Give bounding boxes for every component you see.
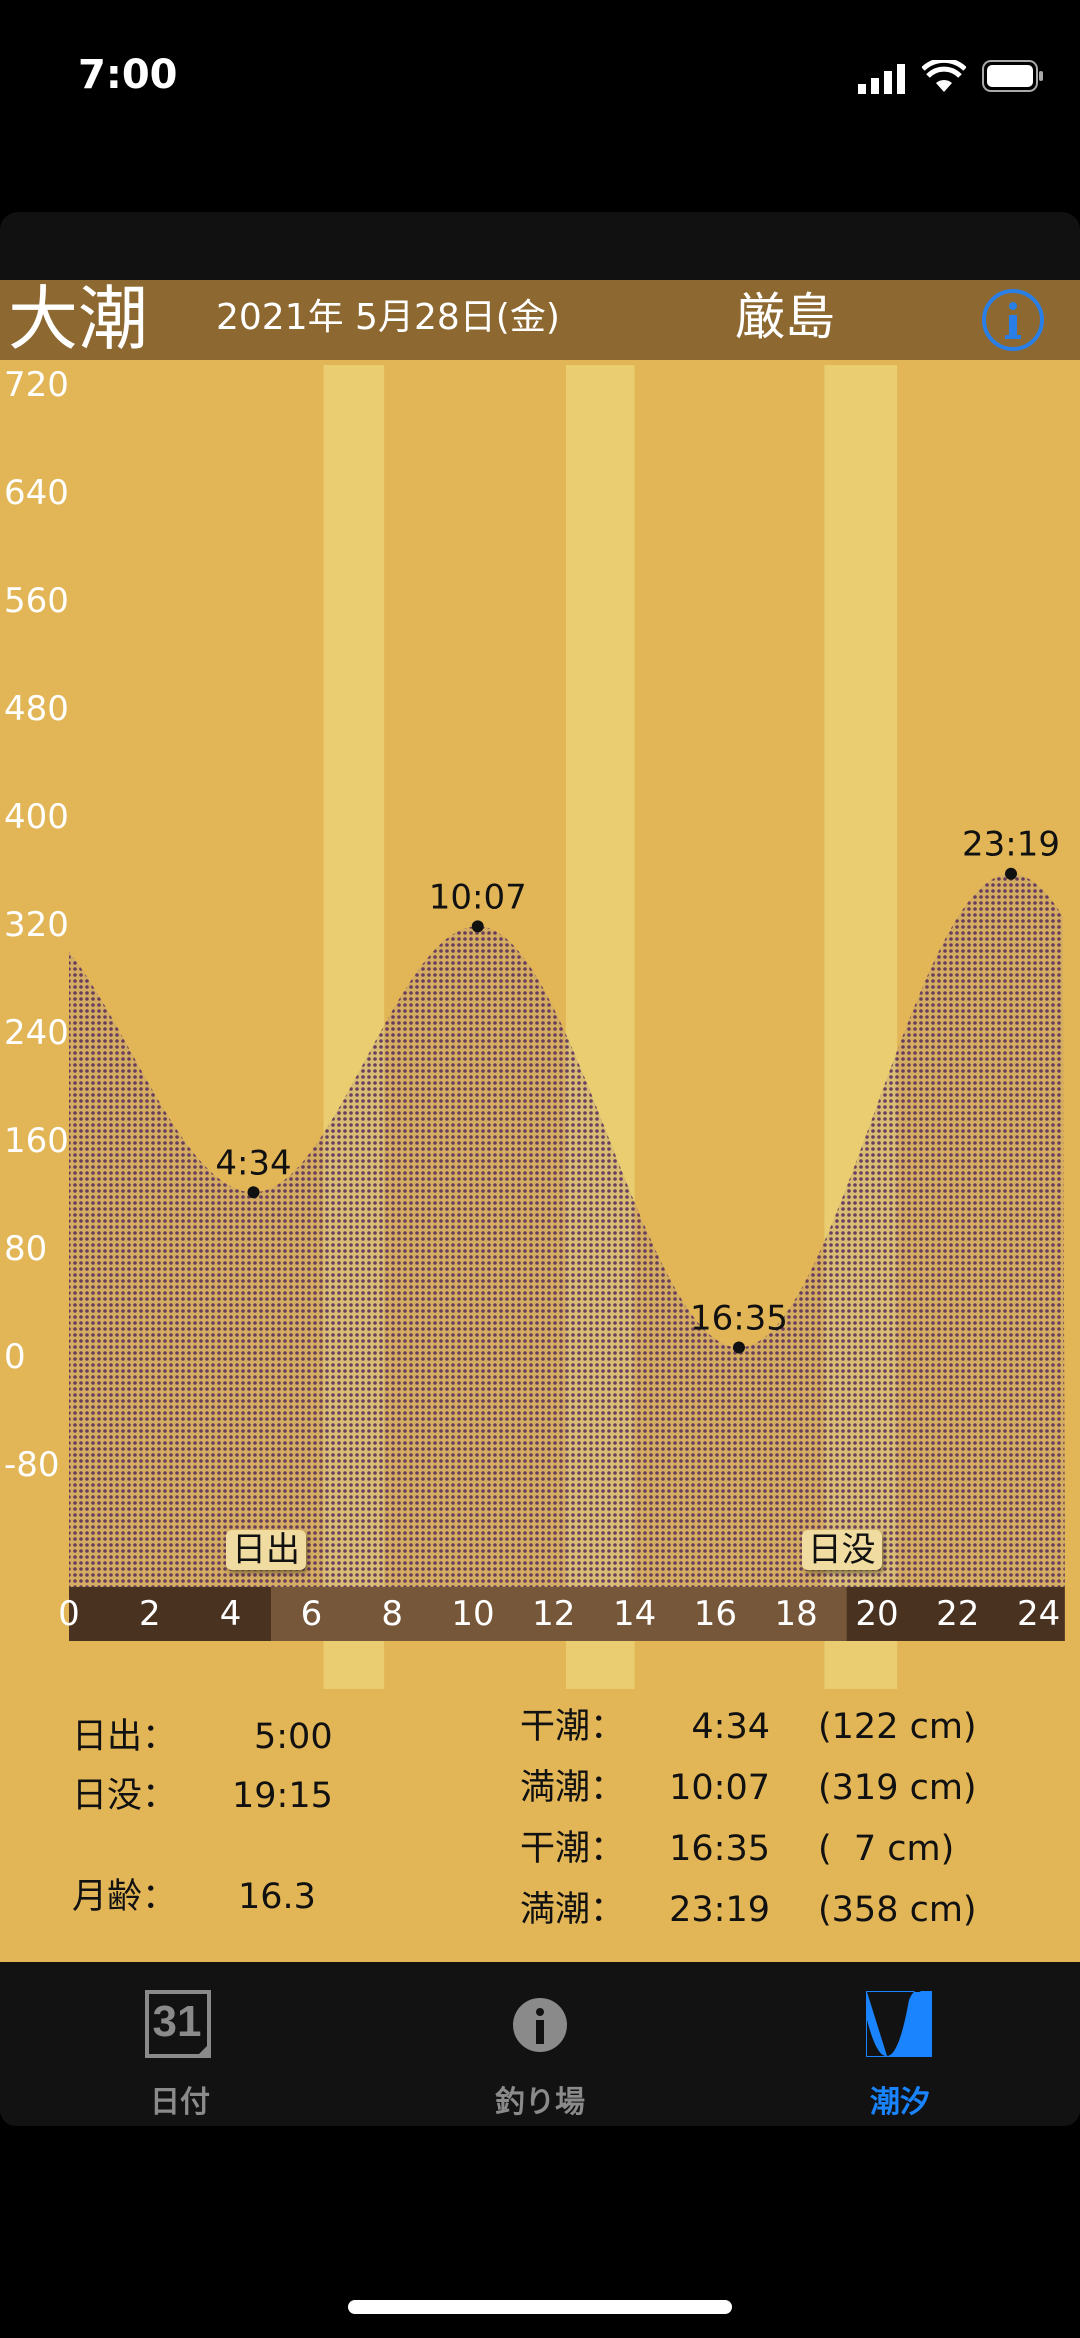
tab-tide-label: 潮汐 — [870, 2085, 930, 2120]
extreme-label: 23:19 — [962, 825, 1060, 865]
tide-type-label: 干潮： — [520, 1707, 626, 1747]
tab-tide[interactable]: 潮汐 — [800, 1990, 1000, 2121]
tide-wave-icon — [866, 1990, 932, 2057]
info-circle-icon[interactable] — [980, 287, 1046, 353]
location-label[interactable]: 厳島 — [735, 288, 835, 346]
tide-height: (122 cm) — [818, 1707, 977, 1747]
x-tick-label: 20 — [855, 1594, 899, 1634]
header-bar: 大潮 2021年 5月28日(金) 厳島 — [0, 280, 1080, 360]
sunrise-time: 5:00 — [254, 1717, 333, 1757]
tide-height: (358 cm) — [818, 1890, 977, 1930]
tide-type-label: 満潮： — [520, 1768, 626, 1808]
y-tick-label: 320 — [4, 905, 69, 945]
y-tick-label: 560 — [4, 581, 69, 621]
wifi-icon — [921, 57, 967, 94]
battery-icon — [982, 60, 1044, 92]
sunset-time: 19:15 — [232, 1776, 333, 1816]
y-tick-label: 640 — [4, 473, 69, 513]
tab-fishing-spot-label: 釣り場 — [495, 2085, 585, 2120]
x-tick-label: 4 — [219, 1594, 242, 1634]
tide-area — [69, 873, 1065, 1587]
axis-bar-day — [271, 1587, 847, 1641]
extreme-point — [1005, 867, 1018, 880]
home-indicator — [348, 2300, 732, 2314]
sunrise-label: 日出： — [72, 1717, 178, 1757]
y-tick-label: 80 — [4, 1229, 48, 1269]
y-tick-label: -80 — [4, 1445, 60, 1485]
y-tick-label: 160 — [4, 1121, 69, 1161]
y-tick-label: 400 — [4, 797, 69, 837]
extreme-label: 10:07 — [429, 877, 527, 917]
calendar-31-icon: 31 — [145, 1990, 211, 2058]
x-tick-label: 22 — [936, 1594, 980, 1634]
x-tick-label: 6 — [300, 1594, 323, 1634]
extreme-label: 4:34 — [215, 1143, 291, 1183]
sunset-marker: 日没 — [801, 1530, 882, 1570]
y-tick-label: 480 — [4, 689, 69, 729]
tab-date-label: 日付 — [150, 2085, 210, 2120]
x-tick-label: 18 — [774, 1594, 818, 1634]
tide-type-label: 満潮： — [520, 1890, 626, 1930]
tab-fishing-spot[interactable]: 釣り場 — [440, 1990, 640, 2121]
tide-time: 16:35 — [669, 1829, 770, 1869]
x-tick-label: 12 — [532, 1594, 576, 1634]
extreme-point — [732, 1341, 745, 1354]
y-tick-label: 0 — [4, 1337, 26, 1377]
tide-time: 23:19 — [669, 1890, 770, 1930]
x-tick-label: 24 — [1016, 1594, 1061, 1634]
x-tick-label: 14 — [612, 1594, 657, 1634]
tide-time: 10:07 — [669, 1768, 770, 1808]
tide-type: 大潮 — [8, 280, 148, 360]
y-tick-label: 720 — [4, 365, 69, 405]
tide-time: 4:34 — [691, 1707, 770, 1747]
y-tick-label: 240 — [4, 1013, 69, 1053]
x-tick-label: 0 — [58, 1594, 80, 1634]
x-tick-label: 16 — [693, 1594, 738, 1634]
svg-text:31: 31 — [153, 1997, 202, 2046]
extreme-point — [471, 920, 484, 933]
tab-date[interactable]: 31 日付 — [80, 1990, 280, 2121]
date-label[interactable]: 2021年 5月28日(金) — [216, 297, 560, 338]
x-tick-label: 8 — [381, 1594, 404, 1634]
extreme-label: 16:35 — [690, 1299, 788, 1339]
moon-age: 16.3 — [238, 1877, 316, 1917]
moon-age-label: 月齢： — [72, 1877, 178, 1917]
x-tick-label: 10 — [451, 1594, 495, 1634]
extreme-point — [247, 1186, 260, 1199]
x-tick-label: 2 — [138, 1594, 161, 1634]
tide-height: (319 cm) — [818, 1768, 977, 1808]
info-icon — [513, 1998, 567, 2052]
tide-chart: 4:34 10:07 16:35 23:19 — [69, 365, 1065, 1689]
sunset-label: 日没： — [72, 1776, 178, 1816]
tide-type-label: 干潮： — [520, 1829, 626, 1869]
tide-height: ( 7 cm) — [818, 1829, 955, 1869]
signal-icon — [858, 64, 908, 94]
status-time: 7:00 — [78, 52, 178, 98]
sunrise-marker: 日出 — [226, 1530, 306, 1570]
